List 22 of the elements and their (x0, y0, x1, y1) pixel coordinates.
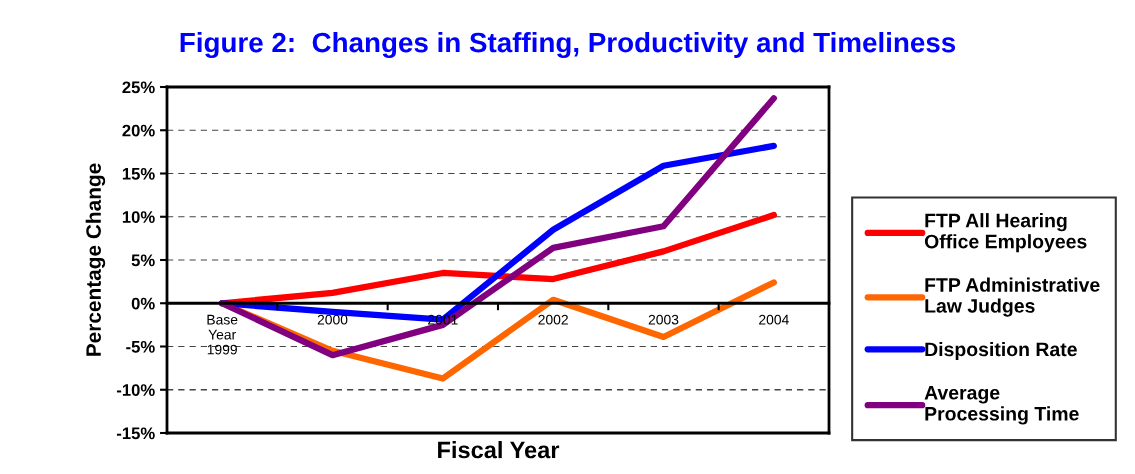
legend-label: Disposition Rate (925, 341, 1077, 361)
y-axis-title: Percentage Change (85, 163, 106, 356)
y-tick-label: 0% (131, 297, 155, 310)
x-tick-label: 2000 (317, 314, 348, 325)
y-tick-label: -5% (126, 340, 155, 353)
y-tick-label: 25% (122, 81, 155, 94)
legend-label: Average Processing Time (924, 386, 1079, 425)
legend-label: FTP All Hearing Office Employees (924, 213, 1087, 253)
y-tick-label: -15% (116, 427, 155, 440)
x-tick-label: 2003 (648, 314, 679, 325)
x-axis-title: Fiscal Year (438, 440, 560, 459)
y-tick-label: 5% (131, 254, 155, 267)
legend-label: FTP Administrative Law Judges (925, 277, 1100, 317)
y-tick-label: -10% (116, 384, 155, 396)
x-tick-label: 2002 (538, 314, 568, 325)
y-tick-label: 20% (122, 124, 155, 137)
x-tick-label: Base Year 1999 (207, 314, 238, 355)
y-tick-label: 10% (122, 211, 155, 223)
x-tick-label: 2004 (759, 314, 789, 325)
x-tick-label: 2001 (428, 314, 458, 325)
chart-title: Figure 2: Changes in Staffing, Productivity and Timeliness (180, 31, 956, 59)
y-tick-label: 15% (122, 167, 155, 180)
